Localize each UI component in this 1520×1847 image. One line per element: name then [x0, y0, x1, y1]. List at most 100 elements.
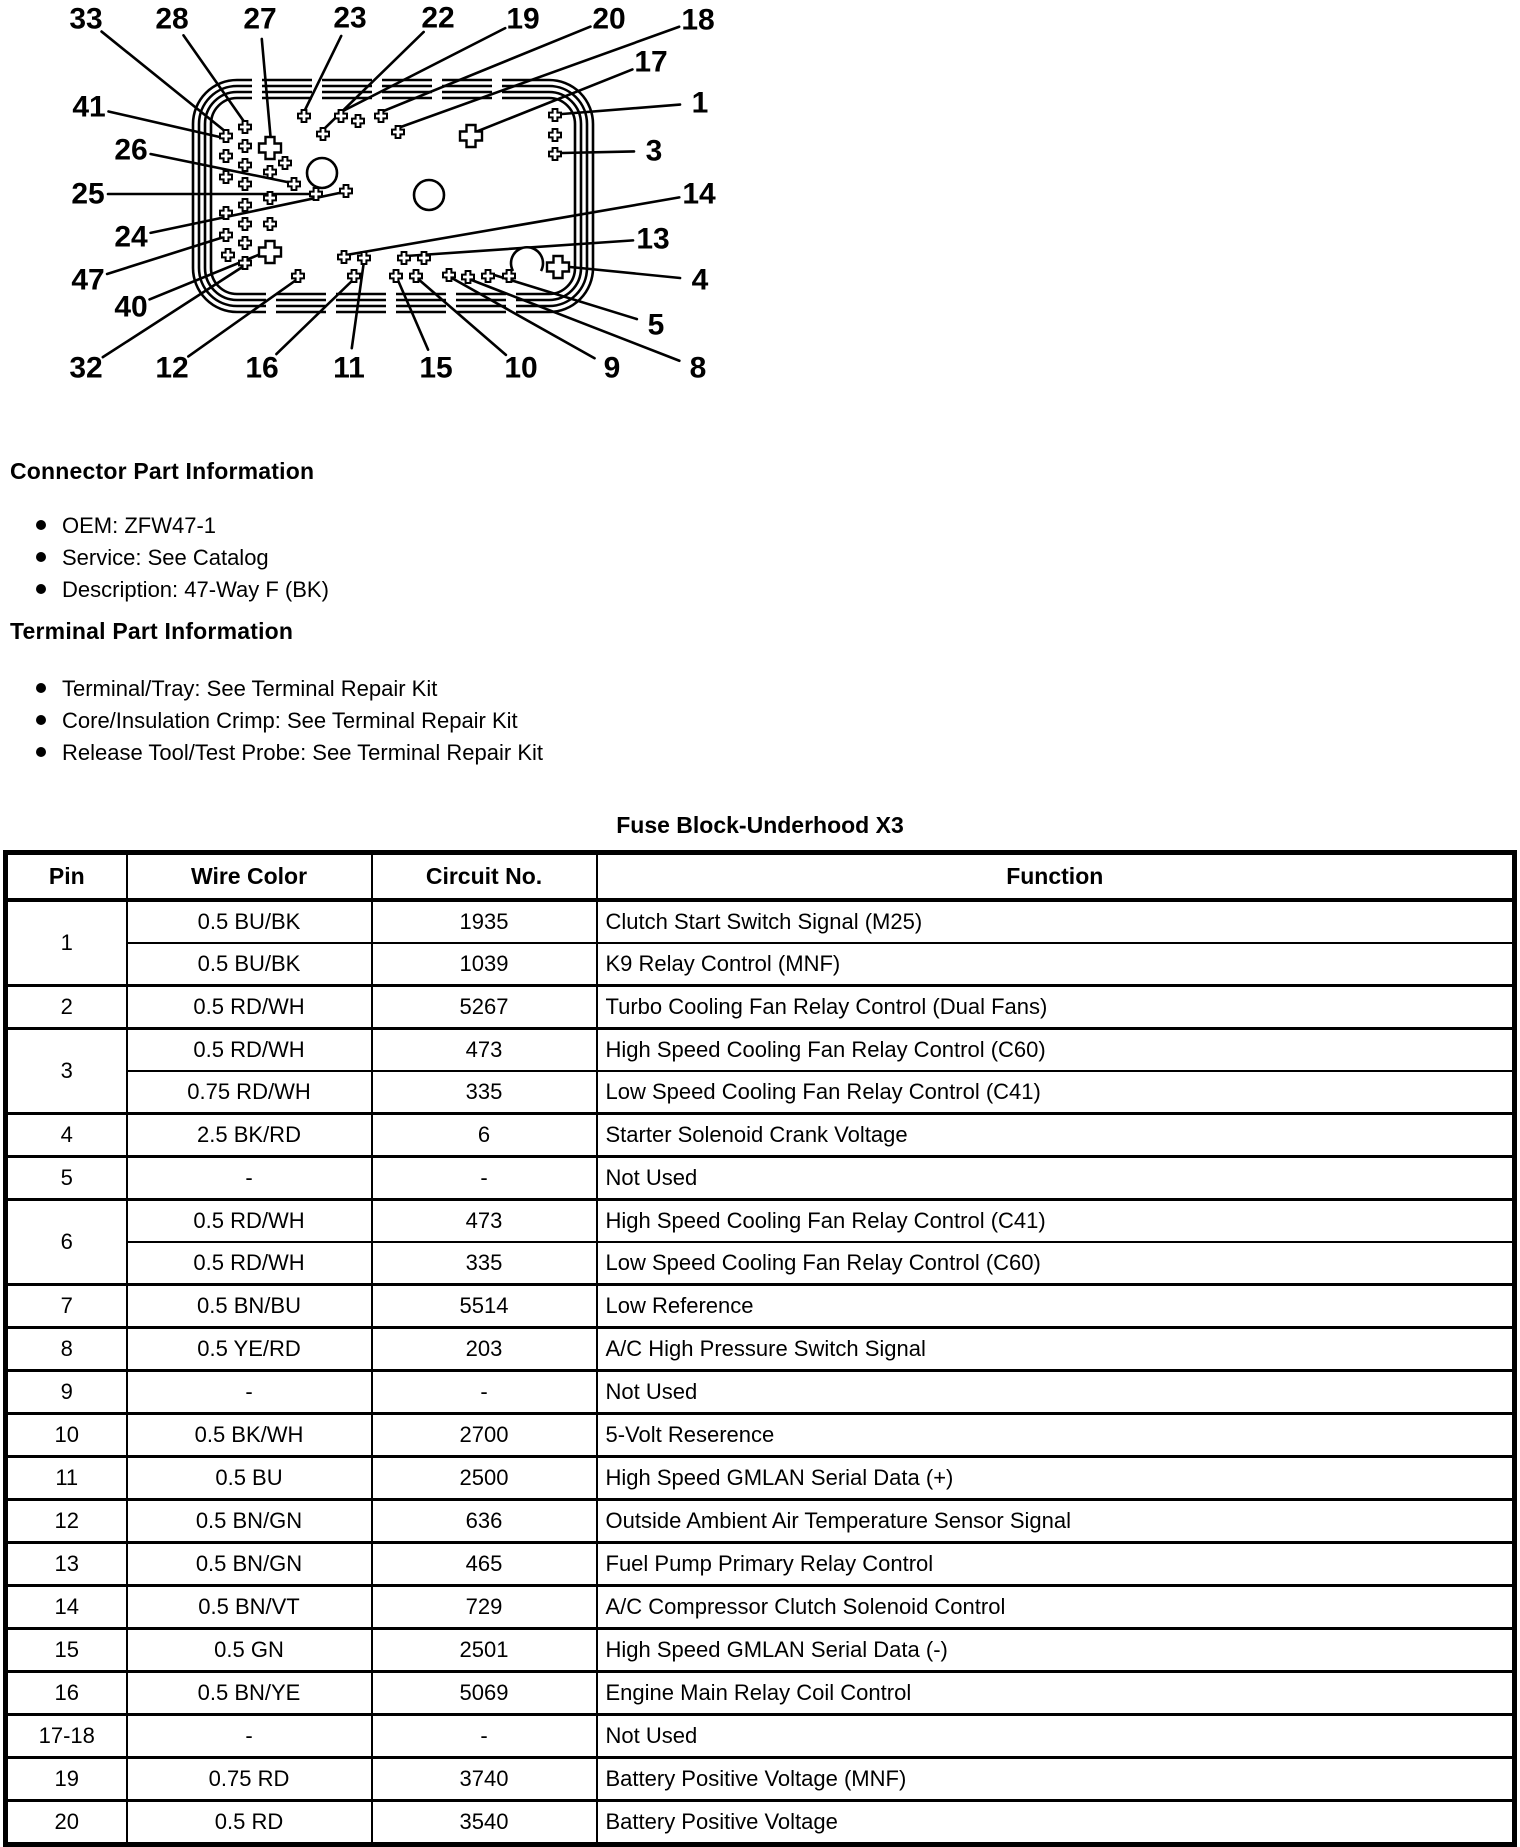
circuit-cell: 335 [370, 1241, 598, 1286]
guide-notch [509, 245, 545, 272]
terminal-pin-icon [442, 268, 456, 282]
table-row: 11 0.5 BU 2500 High Speed GMLAN Serial Data… [4, 1455, 1516, 1501]
wire-cell: 2.5 BK/RD [125, 1112, 373, 1158]
connector-info-item-label: OEM: ZFW47-1 [62, 513, 217, 538]
terminal-info-item: Terminal/Tray: See Terminal Repair Kit [0, 677, 1520, 701]
terminal-pin-icon [287, 177, 301, 191]
circuit-cell: 5267 [370, 984, 598, 1030]
column-header: Pin [4, 851, 128, 902]
circuit-cell: 5069 [370, 1670, 598, 1716]
connector-diagram: 33 28 27 23 22 19 20 18 17 13 14 13 45 41 26 25 24 47 40 32… [69, 2, 716, 385]
circuit-cell: 6 [370, 1112, 598, 1158]
table-row: 9- - Not Used [4, 1369, 1516, 1415]
connector-info-item-label: Service: See Catalog [62, 545, 269, 570]
terminal-pin-icon [221, 248, 235, 262]
terminal-pin-icon [238, 198, 252, 212]
guide-hole [305, 156, 339, 190]
circuit-cell: 473 [370, 1027, 598, 1072]
wire-cell: 0.5 BN/GN [125, 1498, 373, 1544]
terminal-pin-icon [357, 251, 371, 265]
table-row: 1 0.5 BU/BK 1935 Clutch Start Switch Signal… [4, 898, 1516, 987]
func-cell: Fuel Pump Primary Relay Control [595, 1541, 1516, 1587]
terminal-pin-icon [347, 269, 361, 283]
callout-leader-line [379, 25, 592, 114]
callout-leader-line [275, 276, 357, 356]
callout-label: 4 [692, 264, 709, 297]
callout-label: 15 [419, 352, 452, 385]
func-cell: Battery Positive Voltage [595, 1799, 1516, 1846]
table-row: 5- - Not Used [4, 1155, 1516, 1201]
column-header: Function [595, 851, 1516, 902]
circuit-cell: 335 [370, 1070, 598, 1115]
func-cell: Turbo Cooling Fan Relay Control (Dual Fa… [595, 984, 1516, 1030]
terminal-pin-icon [219, 129, 233, 143]
func-cell: High Speed Cooling Fan Relay Control (C6… [595, 1027, 1516, 1072]
circuit-cell: 3540 [370, 1799, 598, 1846]
wire-cell: 0.5 BU [125, 1455, 373, 1501]
callout-label: 40 [114, 291, 147, 324]
callout-leader-line [344, 196, 681, 257]
table-row: 6 0.5 RD/WH 473 High Speed Cooling Fan Rela… [4, 1198, 1516, 1286]
callout-leader-line [339, 26, 507, 114]
callout-leader-line [560, 103, 682, 116]
circuit-cell: - [370, 1369, 598, 1415]
callout-label: 10 [504, 352, 537, 385]
connector-info-item-label: Description: 47-Way F (BK) [62, 577, 329, 602]
terminal-pin-icon [219, 170, 233, 184]
callout-label: 1 [692, 87, 709, 120]
circuit-cell: - [370, 1713, 598, 1759]
table-row: 17-18- - Not Used [4, 1713, 1516, 1759]
pin-cell: 10 [4, 1412, 128, 1458]
pin-cell: 20 [4, 1799, 128, 1846]
terminal-pin-icon [238, 256, 252, 270]
terminal-pin-icon [238, 217, 252, 231]
terminal-pin-icon [238, 177, 252, 191]
table-title: Fuse Block-Underhood X3 [616, 812, 904, 838]
wire-cell: - [125, 1713, 373, 1759]
outline-dash-gap [312, 74, 322, 104]
wire-cell: - [125, 1369, 373, 1415]
func-cell: Engine Main Relay Coil Control [595, 1670, 1516, 1716]
callout-label: 16 [245, 352, 278, 385]
table-row: 16 0.5 BN/YE 5069 Engine Main Relay Coil Co… [4, 1670, 1516, 1716]
callout-label: 11 [333, 352, 365, 385]
table-row: 3 0.5 RD/WH 473 High Speed Cooling Fan Rela… [4, 1027, 1516, 1115]
circuit-cell: 2500 [370, 1455, 598, 1501]
outline-dash-gap [386, 286, 396, 316]
callout-leader-line [471, 68, 634, 135]
func-cell: Clutch Start Switch Signal (M25) [595, 898, 1516, 944]
circuit-cell: 636 [370, 1498, 598, 1544]
wire-cell: 0.5 RD/WH [125, 984, 373, 1030]
pin-cell: 4 [4, 1112, 128, 1158]
terminal-pin-icon [291, 269, 305, 283]
callout-label: 13 [636, 223, 669, 256]
wire-cell: 0.5 BN/GN [125, 1541, 373, 1587]
wire-cell: 0.5 YE/RD [125, 1326, 373, 1372]
outline-dash-gap [372, 74, 382, 104]
pin-cell: 9 [4, 1369, 128, 1415]
pinout-table: Pin Wire Color Circuit No. Function 1 0.5 BU… [3, 850, 1517, 1847]
bullet-icon [36, 552, 46, 562]
connector-info-item: OEM: ZFW47-1 [0, 513, 1520, 538]
connector-part-info-list: OEM: ZFW47-1 Service: See Catalog Descript… [0, 514, 1520, 610]
callout-leader-line [302, 34, 343, 114]
wire-cell: 0.75 RD [125, 1756, 373, 1802]
circuit-cell: 3740 [370, 1756, 598, 1802]
pin-cell: 15 [4, 1627, 128, 1673]
callout-label: 24 [114, 221, 148, 254]
connector-part-info-heading: Connector Part Information [10, 458, 315, 484]
terminal-pin-icon [278, 156, 292, 170]
guide-hole [412, 178, 446, 212]
pin-cell: 7 [4, 1283, 128, 1329]
terminal-part-info-list: Terminal/Tray: See Terminal Repair Kit Co… [0, 677, 1520, 773]
func-cell: K9 Relay Control (MNF) [595, 942, 1516, 987]
callout-leader-line [415, 276, 508, 357]
terminal-pin-large-icon [257, 239, 283, 265]
outline-dash-gap [492, 74, 502, 104]
callout-leader-line [182, 34, 247, 125]
callout-label: 9 [604, 352, 621, 385]
wire-cell: 0.5 BK/WH [125, 1412, 373, 1458]
table-row: 0.75 RD/WH 335 Low Speed Cooling Fan Relay… [6, 1070, 1516, 1115]
callout-label: 33 [69, 3, 102, 36]
circuit-cell: 2700 [370, 1412, 598, 1458]
